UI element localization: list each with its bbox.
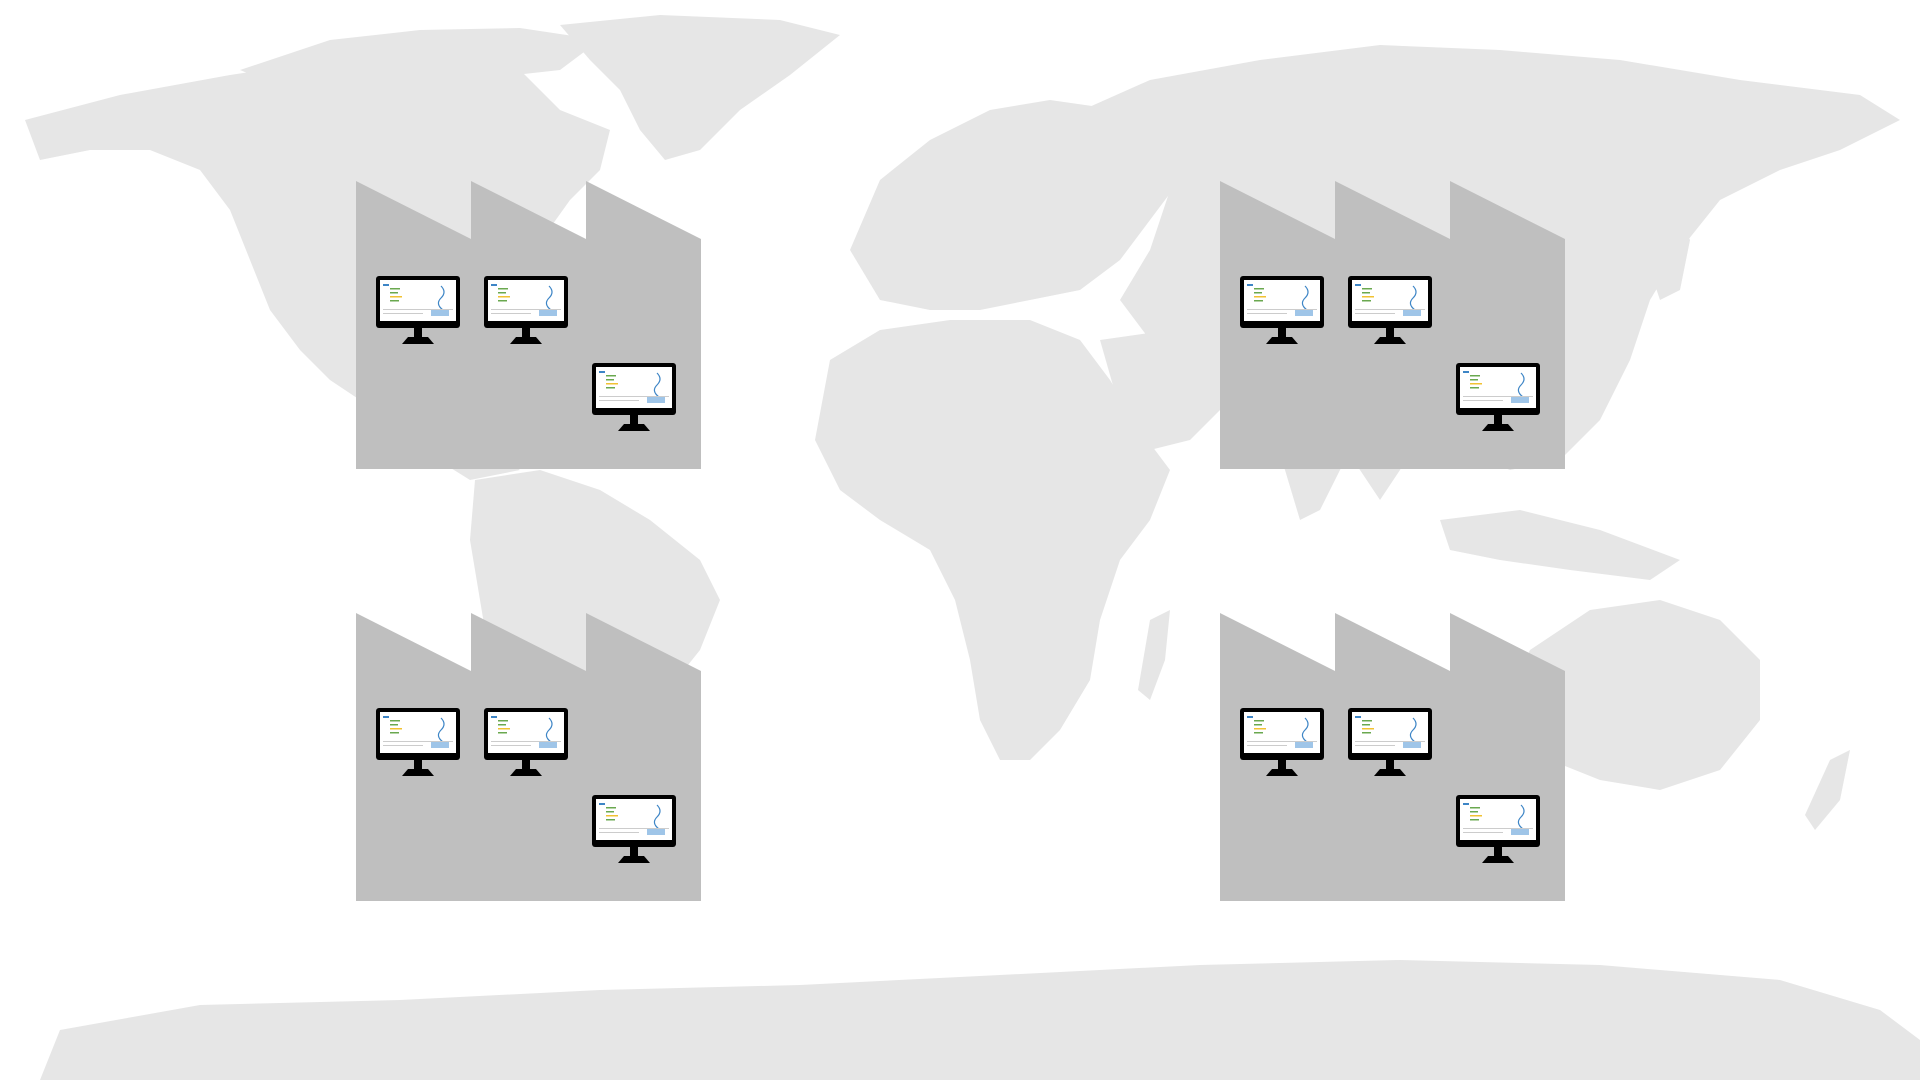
factory-south-america: [356, 613, 701, 901]
computer-monitor-icon: [1240, 276, 1324, 344]
continent-new-zealand: [1805, 750, 1850, 830]
continent-north-america: [25, 55, 610, 480]
computer-monitor-icon: [592, 363, 676, 431]
continent-europe: [850, 100, 1180, 310]
continent-australia: [1510, 600, 1760, 790]
continent-arctic-islands: [240, 28, 600, 95]
continent-antarctica: [40, 960, 1920, 1080]
world-map: [25, 15, 1920, 1080]
computer-monitor-icon: [376, 276, 460, 344]
factory-australia: [1220, 613, 1565, 901]
continent-southeast-asia-islands: [1440, 510, 1680, 580]
continent-arabia: [1100, 330, 1230, 450]
continent-madagascar: [1138, 610, 1170, 700]
computer-monitor-icon: [376, 708, 460, 776]
computer-monitor-icon: [1240, 708, 1324, 776]
computer-monitor-icon: [1456, 795, 1540, 863]
computer-monitor-icon: [484, 276, 568, 344]
factory-asia: [1220, 181, 1565, 469]
computer-monitor-icon: [484, 708, 568, 776]
computer-monitor-icon: [592, 795, 676, 863]
continent-greenland: [560, 15, 840, 160]
continent-africa: [815, 320, 1170, 760]
factory-north-america: [356, 181, 701, 469]
computer-monitor-icon: [1348, 276, 1432, 344]
computer-monitor-icon: [1456, 363, 1540, 431]
continent-japan: [1650, 200, 1690, 300]
computer-monitor-icon: [1348, 708, 1432, 776]
